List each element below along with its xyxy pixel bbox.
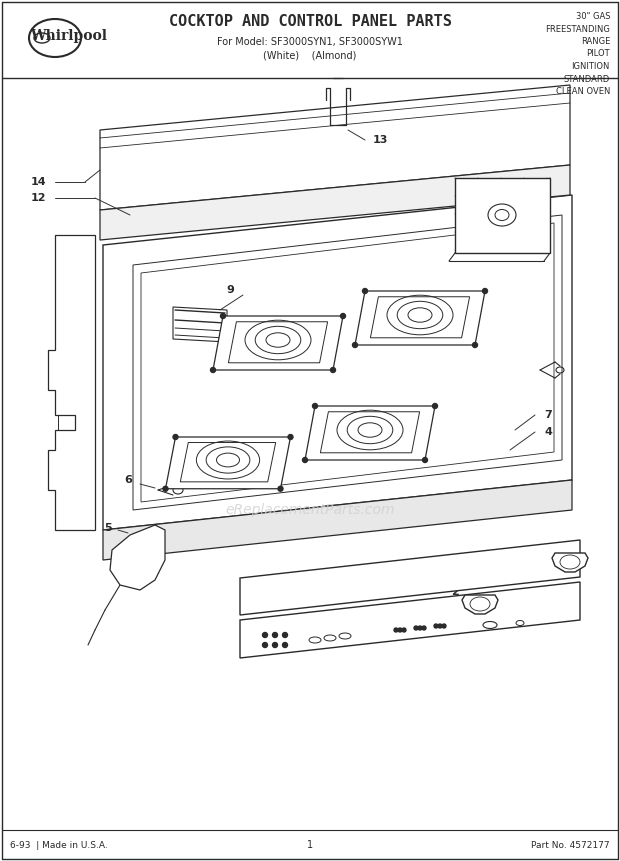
- Polygon shape: [166, 437, 291, 489]
- Polygon shape: [552, 553, 588, 572]
- Circle shape: [472, 343, 477, 348]
- Circle shape: [273, 642, 278, 647]
- Text: 2: 2: [451, 587, 459, 597]
- Polygon shape: [100, 85, 570, 210]
- Circle shape: [414, 626, 418, 630]
- Circle shape: [262, 633, 267, 637]
- Circle shape: [433, 404, 438, 408]
- Text: 9: 9: [226, 285, 234, 295]
- Circle shape: [438, 624, 442, 628]
- Text: Whirlpool: Whirlpool: [30, 29, 107, 43]
- Circle shape: [330, 368, 335, 373]
- Circle shape: [273, 633, 278, 637]
- Polygon shape: [321, 412, 420, 453]
- Polygon shape: [455, 178, 550, 253]
- Polygon shape: [103, 480, 572, 560]
- Text: (White)    (Almond): (White) (Almond): [264, 51, 356, 61]
- Circle shape: [173, 435, 178, 439]
- Text: 12: 12: [30, 193, 46, 203]
- Circle shape: [262, 642, 267, 647]
- Circle shape: [211, 368, 216, 373]
- Text: For Model: SF3000SYN1, SF3000SYW1: For Model: SF3000SYN1, SF3000SYW1: [217, 37, 403, 47]
- Circle shape: [288, 435, 293, 439]
- Circle shape: [363, 288, 368, 294]
- Polygon shape: [213, 316, 343, 370]
- Circle shape: [418, 626, 422, 630]
- Circle shape: [398, 628, 402, 632]
- Ellipse shape: [495, 209, 509, 220]
- Polygon shape: [370, 297, 469, 338]
- Circle shape: [422, 457, 428, 462]
- Circle shape: [442, 624, 446, 628]
- Polygon shape: [48, 235, 95, 530]
- Circle shape: [278, 486, 283, 492]
- Circle shape: [163, 486, 168, 492]
- Text: 8: 8: [518, 227, 526, 237]
- Circle shape: [221, 313, 226, 319]
- Text: 13: 13: [373, 135, 388, 145]
- Polygon shape: [100, 165, 570, 240]
- Circle shape: [283, 633, 288, 637]
- Circle shape: [303, 457, 308, 462]
- Circle shape: [482, 288, 487, 294]
- Circle shape: [283, 642, 288, 647]
- Polygon shape: [240, 540, 580, 615]
- Text: 1: 1: [307, 840, 313, 850]
- Polygon shape: [103, 195, 572, 530]
- Polygon shape: [110, 525, 165, 590]
- Ellipse shape: [488, 204, 516, 226]
- Polygon shape: [228, 322, 327, 362]
- Polygon shape: [305, 406, 435, 460]
- Text: 1: 1: [544, 550, 552, 560]
- Circle shape: [340, 313, 345, 319]
- Text: 3: 3: [561, 560, 569, 570]
- Text: 6: 6: [124, 475, 132, 485]
- Polygon shape: [240, 582, 580, 658]
- Text: eReplacementParts.com: eReplacementParts.com: [225, 503, 395, 517]
- Text: 14: 14: [30, 177, 46, 187]
- Text: 5: 5: [104, 523, 112, 533]
- Circle shape: [422, 626, 426, 630]
- Circle shape: [402, 628, 406, 632]
- Circle shape: [353, 343, 358, 348]
- Text: 7: 7: [544, 410, 552, 420]
- Text: 6-93  | Made in U.S.A.: 6-93 | Made in U.S.A.: [10, 840, 108, 850]
- Text: 4: 4: [544, 427, 552, 437]
- Circle shape: [434, 624, 438, 628]
- Polygon shape: [180, 443, 276, 482]
- Circle shape: [312, 404, 317, 408]
- Text: COCKTOP AND CONTROL PANEL PARTS: COCKTOP AND CONTROL PANEL PARTS: [169, 15, 451, 29]
- Polygon shape: [355, 291, 485, 345]
- Circle shape: [394, 628, 398, 632]
- Text: 30" GAS
FREESTANDING
RANGE
PILOT
IGNITION
STANDARD
CLEAN OVEN: 30" GAS FREESTANDING RANGE PILOT IGNITIO…: [545, 12, 610, 96]
- Text: Part No. 4572177: Part No. 4572177: [531, 840, 610, 850]
- Polygon shape: [462, 595, 498, 614]
